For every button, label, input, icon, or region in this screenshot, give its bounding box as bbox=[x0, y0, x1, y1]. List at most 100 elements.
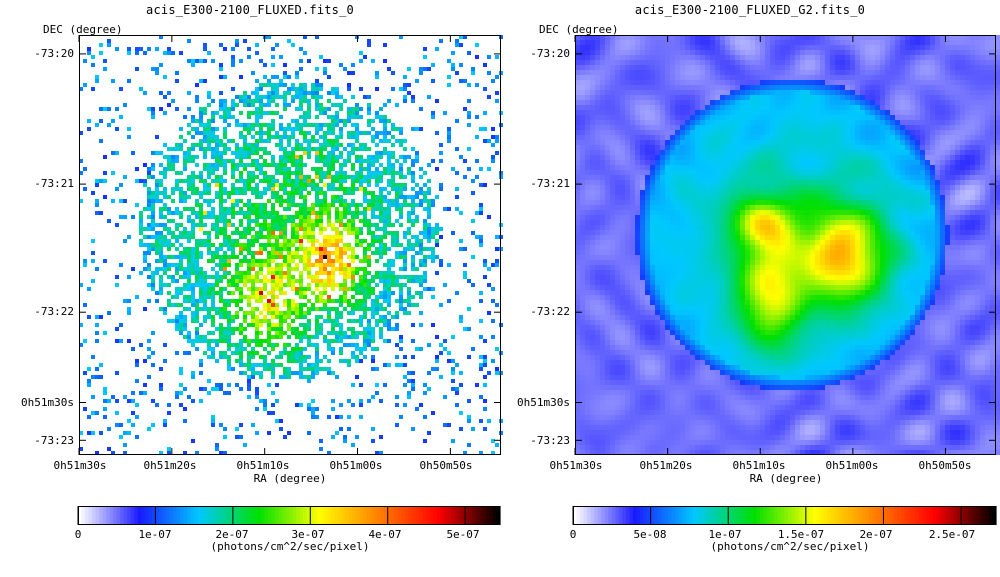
pixel-cell bbox=[307, 59, 311, 63]
pixel-cell bbox=[955, 100, 960, 105]
pixel-cell bbox=[655, 40, 660, 45]
heatmap-image[interactable] bbox=[574, 35, 1000, 455]
pixel-cell bbox=[323, 307, 327, 311]
pixel-cell bbox=[367, 39, 371, 43]
pixel-cell bbox=[491, 127, 495, 131]
pixel-cell bbox=[600, 55, 605, 60]
pixel-cell bbox=[890, 50, 895, 55]
pixel-cell bbox=[765, 35, 770, 40]
pixel-cell bbox=[443, 339, 447, 343]
pixel-cell bbox=[199, 287, 203, 291]
pixel-cell bbox=[211, 179, 215, 183]
pixel-cell bbox=[263, 175, 267, 179]
pixel-cell bbox=[135, 415, 139, 419]
pixel-cell bbox=[740, 95, 745, 100]
pixel-cell bbox=[339, 287, 343, 291]
pixel-cell bbox=[399, 335, 403, 339]
pixel-cell bbox=[295, 251, 299, 255]
pixel-cell bbox=[383, 103, 387, 107]
pixel-cell bbox=[143, 243, 147, 247]
pixel-cell bbox=[615, 85, 620, 90]
pixel-cell bbox=[383, 123, 387, 127]
pixel-cell bbox=[725, 40, 730, 45]
pixel-cell bbox=[615, 40, 620, 45]
pixel-cell bbox=[239, 347, 243, 351]
pixel-cell bbox=[219, 207, 223, 211]
pixel-cell bbox=[307, 379, 311, 383]
pixel-cell bbox=[179, 235, 183, 239]
pixel-cell bbox=[955, 65, 960, 70]
pixel-cell bbox=[207, 139, 211, 143]
pixel-cell bbox=[111, 171, 115, 175]
pixel-cell bbox=[323, 319, 327, 323]
pixel-cell bbox=[339, 283, 343, 287]
pixel-cell bbox=[267, 79, 271, 83]
pixel-cell bbox=[447, 299, 451, 303]
pixel-cell bbox=[845, 65, 850, 70]
pixel-cell bbox=[975, 90, 980, 95]
pixel-cell bbox=[483, 363, 487, 367]
pixel-cell bbox=[167, 303, 171, 307]
pixel-cell bbox=[219, 295, 223, 299]
pixel-cell bbox=[215, 387, 219, 391]
pixel-cell bbox=[171, 159, 175, 163]
pixel-cell bbox=[840, 100, 845, 105]
pixel-cell bbox=[399, 299, 403, 303]
x-tick-label: 0h51m00s bbox=[329, 459, 383, 472]
pixel-cell bbox=[319, 227, 323, 231]
pixel-cell bbox=[895, 85, 900, 90]
pixel-cell bbox=[995, 85, 1000, 90]
pixel-cell bbox=[307, 287, 311, 291]
pixel-cell bbox=[355, 287, 359, 291]
colorbar-segment bbox=[338, 506, 343, 525]
pixel-cell bbox=[770, 95, 775, 100]
pixel-cell bbox=[167, 267, 171, 271]
pixel-cell bbox=[755, 100, 760, 105]
pixel-cell bbox=[920, 65, 925, 70]
pixel-cell bbox=[191, 291, 195, 295]
pixel-cell bbox=[750, 65, 755, 70]
pixel-cell bbox=[845, 40, 850, 45]
pixel-cell bbox=[363, 251, 367, 255]
pixel-cell bbox=[347, 211, 351, 215]
pixel-cell bbox=[219, 227, 223, 231]
pixel-cell bbox=[179, 51, 183, 55]
pixel-cell bbox=[935, 85, 940, 90]
pixel-cell bbox=[840, 55, 845, 60]
pixel-cell bbox=[195, 347, 199, 351]
pixel-cell bbox=[203, 291, 207, 295]
pixel-cell bbox=[371, 427, 375, 431]
pixel-cell bbox=[255, 79, 259, 83]
pixel-cell bbox=[259, 363, 263, 367]
pixel-cell bbox=[219, 259, 223, 263]
pixel-cell bbox=[215, 291, 219, 295]
pixel-cell bbox=[790, 55, 795, 60]
pixel-cell bbox=[219, 191, 223, 195]
pixel-cell bbox=[431, 251, 435, 255]
pixel-cell bbox=[151, 283, 155, 287]
pixel-cell bbox=[725, 85, 730, 90]
pixel-cell bbox=[239, 275, 243, 279]
pixel-cell bbox=[585, 75, 590, 80]
pixel-cell bbox=[875, 100, 880, 105]
pixel-cell bbox=[770, 50, 775, 55]
pixel-cell bbox=[311, 415, 315, 419]
heatmap-image[interactable] bbox=[78, 35, 503, 455]
pixel-cell bbox=[299, 239, 303, 243]
pixel-cell bbox=[383, 307, 387, 311]
pixel-cell bbox=[335, 323, 339, 327]
pixel-cell bbox=[885, 35, 890, 40]
y-tick-label: -73:23 bbox=[34, 434, 74, 447]
pixel-cell bbox=[935, 35, 940, 40]
pixel-cell bbox=[645, 105, 650, 110]
pixel-cell bbox=[187, 91, 191, 95]
pixel-cell bbox=[207, 235, 211, 239]
pixel-cell bbox=[845, 80, 850, 85]
pixel-cell bbox=[955, 75, 960, 80]
pixel-cell bbox=[930, 90, 935, 95]
pixel-cell bbox=[980, 105, 985, 110]
pixel-cell bbox=[455, 391, 459, 395]
pixel-cell bbox=[243, 203, 247, 207]
pixel-cell bbox=[347, 83, 351, 87]
pixel-cell bbox=[351, 175, 355, 179]
